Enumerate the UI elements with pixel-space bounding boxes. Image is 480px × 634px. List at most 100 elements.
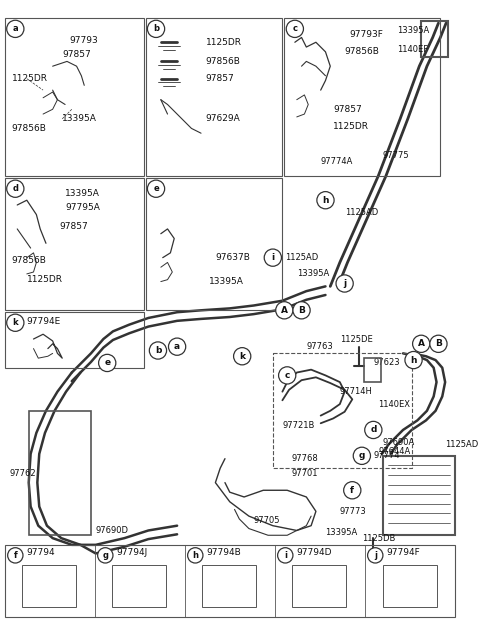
Circle shape <box>413 335 430 353</box>
Text: 13395A: 13395A <box>209 277 243 286</box>
Text: 1125AD: 1125AD <box>445 440 479 449</box>
Circle shape <box>405 351 422 369</box>
Circle shape <box>147 180 165 197</box>
Text: B: B <box>435 339 442 348</box>
Circle shape <box>430 335 447 353</box>
Circle shape <box>344 482 361 499</box>
Text: 1125DB: 1125DB <box>362 534 395 543</box>
Text: 97690A: 97690A <box>383 438 415 447</box>
Text: 97762: 97762 <box>10 469 36 477</box>
Circle shape <box>98 354 116 372</box>
Circle shape <box>336 275 353 292</box>
Text: 97714H: 97714H <box>340 387 372 396</box>
Circle shape <box>8 548 23 563</box>
Circle shape <box>97 548 113 563</box>
Text: d: d <box>12 184 18 193</box>
Bar <box>284 18 440 176</box>
Text: 1125DR: 1125DR <box>206 38 242 47</box>
Text: 97774: 97774 <box>373 451 400 460</box>
Text: 1125AD: 1125AD <box>345 208 378 217</box>
Text: 1140EX: 1140EX <box>378 399 410 409</box>
Bar <box>273 353 412 469</box>
Text: 97857: 97857 <box>206 74 235 83</box>
Text: 97701: 97701 <box>292 469 318 477</box>
Text: j: j <box>343 279 346 288</box>
Circle shape <box>365 422 382 439</box>
Text: h: h <box>410 356 417 365</box>
Bar <box>5 18 144 176</box>
Circle shape <box>7 180 24 197</box>
Text: 97857: 97857 <box>333 105 362 113</box>
Circle shape <box>286 20 303 37</box>
Text: B: B <box>298 306 305 315</box>
Bar <box>145 178 282 310</box>
Bar <box>29 411 91 535</box>
Circle shape <box>147 20 165 37</box>
Text: 97705: 97705 <box>254 517 280 526</box>
Text: g: g <box>359 451 365 460</box>
Text: f: f <box>350 486 354 495</box>
Text: f: f <box>13 551 17 560</box>
Circle shape <box>353 447 371 465</box>
Text: 97795A: 97795A <box>65 204 100 212</box>
Circle shape <box>149 342 167 359</box>
Text: 97794D: 97794D <box>297 548 332 557</box>
Text: b: b <box>153 24 159 34</box>
Text: 97793F: 97793F <box>349 30 384 39</box>
Text: 97623: 97623 <box>373 358 400 368</box>
Text: 97773: 97773 <box>340 507 367 516</box>
Text: c: c <box>292 24 297 34</box>
Text: 13395A: 13395A <box>397 26 430 36</box>
Bar <box>421 21 448 56</box>
Bar <box>5 178 144 310</box>
Text: 97775: 97775 <box>383 151 409 160</box>
Text: e: e <box>153 184 159 193</box>
Bar <box>5 545 455 617</box>
Circle shape <box>7 20 24 37</box>
Bar <box>22 565 76 607</box>
Bar <box>364 358 381 382</box>
Circle shape <box>234 347 251 365</box>
Bar <box>292 565 346 607</box>
Circle shape <box>188 548 203 563</box>
Text: 97857: 97857 <box>60 221 88 231</box>
Text: 13395A: 13395A <box>65 189 100 198</box>
Text: a: a <box>12 24 18 34</box>
Text: 1125DR: 1125DR <box>333 122 369 131</box>
Text: c: c <box>285 371 290 380</box>
Text: 97794: 97794 <box>27 548 55 557</box>
Text: b: b <box>155 346 161 355</box>
Text: i: i <box>284 551 287 560</box>
Text: 97793: 97793 <box>69 36 97 45</box>
Text: 97794E: 97794E <box>27 317 61 327</box>
Text: 1125DR: 1125DR <box>27 275 63 284</box>
Text: k: k <box>12 318 18 327</box>
Circle shape <box>276 302 293 319</box>
Text: A: A <box>281 306 288 315</box>
Bar <box>145 18 282 176</box>
Text: 97856B: 97856B <box>206 57 240 66</box>
Text: h: h <box>322 196 329 205</box>
Text: 13395A: 13395A <box>297 269 329 278</box>
Text: 1125DR: 1125DR <box>12 74 48 83</box>
Text: 1140EF: 1140EF <box>397 46 429 55</box>
Bar <box>112 565 166 607</box>
Text: 97690D: 97690D <box>96 526 129 535</box>
Circle shape <box>317 191 334 209</box>
Text: 97629A: 97629A <box>206 114 240 124</box>
Text: d: d <box>370 425 376 434</box>
Text: 97857: 97857 <box>62 50 91 59</box>
Circle shape <box>7 314 24 332</box>
Circle shape <box>368 548 383 563</box>
Circle shape <box>168 338 186 355</box>
Text: 1125AD: 1125AD <box>285 253 319 262</box>
Text: 97637B: 97637B <box>216 253 250 262</box>
Text: 97774A: 97774A <box>321 157 353 166</box>
Text: e: e <box>104 358 110 368</box>
Text: h: h <box>192 551 198 560</box>
Text: 13395A: 13395A <box>325 528 358 537</box>
Text: 97794J: 97794J <box>117 548 148 557</box>
Text: 97644A: 97644A <box>378 448 410 456</box>
Bar <box>383 565 436 607</box>
Text: j: j <box>374 551 377 560</box>
